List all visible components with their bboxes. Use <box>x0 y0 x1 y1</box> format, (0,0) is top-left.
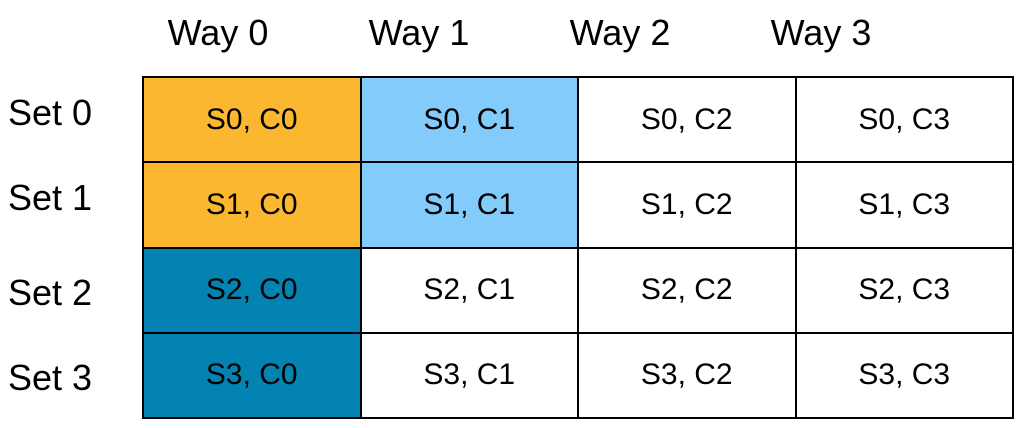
cache-cell: S2, C2 <box>577 246 797 334</box>
cache-cell: S3, C1 <box>359 331 579 419</box>
cache-cell: S2, C0 <box>142 246 362 334</box>
column-header: Way 2 <box>569 12 671 53</box>
cache-cell: S1, C2 <box>577 161 797 249</box>
cache-cell: S0, C3 <box>794 76 1014 164</box>
cache-cell: S1, C3 <box>794 161 1014 249</box>
row-header: Set 1 <box>8 176 93 218</box>
cache-cell: S0, C2 <box>577 76 797 164</box>
cache-cell: S0, C1 <box>359 76 579 164</box>
cache-cell: S3, C3 <box>794 331 1014 419</box>
cache-cell: S2, C3 <box>794 246 1014 334</box>
column-header: Way 0 <box>167 12 269 53</box>
cache-cell: S0, C0 <box>142 76 362 164</box>
row-header: Set 0 <box>8 91 93 133</box>
row-header: Set 3 <box>8 357 93 399</box>
cache-cell: S2, C1 <box>359 246 579 334</box>
row-header: Set 2 <box>8 272 93 314</box>
cache-cell: S1, C0 <box>142 161 362 249</box>
cache-cell: S3, C2 <box>577 331 797 419</box>
cache-cell: S1, C1 <box>359 161 579 249</box>
column-header: Way 1 <box>368 12 470 53</box>
column-header: Way 3 <box>770 12 872 53</box>
cache-cell: S3, C0 <box>142 331 362 419</box>
